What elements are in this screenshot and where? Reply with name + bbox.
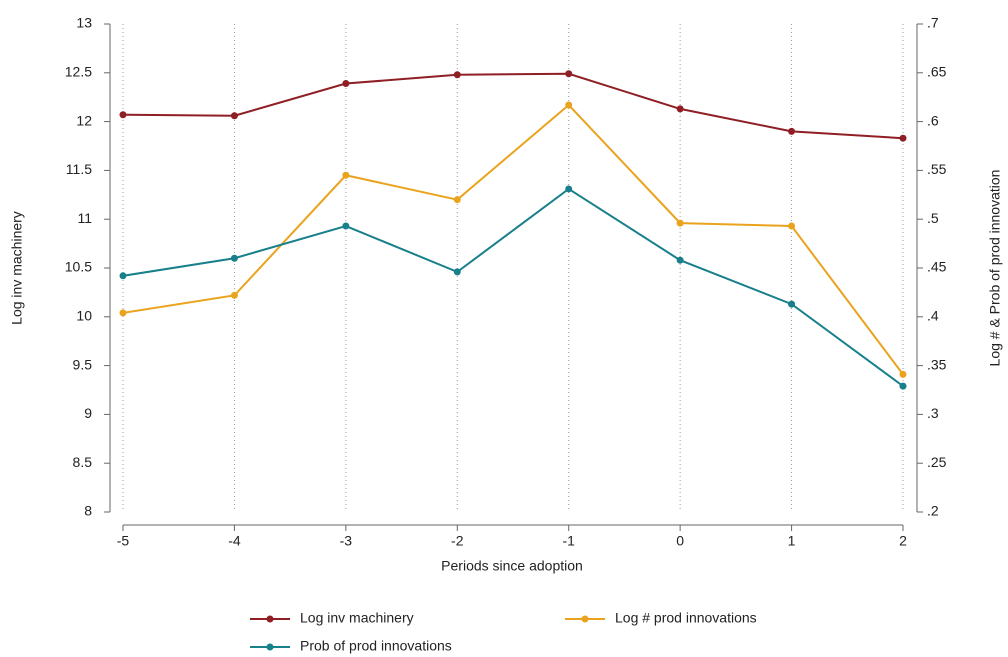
series-line — [122, 187, 904, 387]
x-axis-title: Periods since adoption — [441, 558, 583, 574]
y2-tick-label: .35 — [927, 356, 947, 372]
legend-swatch-dot — [581, 615, 589, 623]
legend-swatch-dot — [266, 643, 274, 651]
y-tick-label: 11.5 — [66, 161, 92, 177]
y2-tick-label: .6 — [927, 112, 939, 128]
legend-label: Log # prod innovations — [615, 610, 757, 626]
data-point — [342, 222, 350, 230]
legend-swatch-dot — [266, 615, 274, 623]
x-tick-label: 2 — [899, 533, 907, 549]
y-tick-label: 10.5 — [65, 259, 92, 275]
data-point — [342, 80, 350, 88]
data-point — [230, 291, 238, 299]
y-tick-label: 11 — [77, 210, 92, 226]
y-tick-label: 12.5 — [65, 64, 92, 80]
y2-tick-label: .25 — [927, 454, 947, 470]
y-tick-label: 8 — [84, 503, 92, 519]
series-line — [122, 72, 904, 140]
y-tick-label: 9.5 — [73, 356, 93, 372]
y-tick-label: 8.5 — [73, 454, 93, 470]
data-point — [899, 382, 907, 390]
y-tick-label: 10 — [76, 308, 92, 324]
data-point — [119, 309, 127, 317]
x-tick-label: -3 — [340, 533, 353, 549]
y2-axis-title: Log # & Prob of prod innovation — [987, 170, 1003, 367]
y2-tick-label: .65 — [927, 64, 947, 80]
data-point — [676, 105, 684, 113]
data-point — [899, 370, 907, 378]
y-tick-label: 9 — [84, 405, 92, 421]
data-point — [119, 111, 127, 119]
x-tick-label: -5 — [117, 533, 130, 549]
data-point — [676, 256, 684, 264]
data-point — [565, 70, 573, 78]
data-point — [676, 219, 684, 227]
data-point — [899, 134, 907, 142]
legend-label: Log inv machinery — [300, 610, 414, 626]
x-tick-label: 1 — [788, 533, 796, 549]
series-line — [122, 103, 904, 375]
x-tick-label: -4 — [228, 533, 241, 549]
data-point — [565, 185, 573, 193]
data-point — [565, 101, 573, 109]
legend-label: Prob of prod innovations — [300, 638, 452, 654]
data-point — [342, 171, 350, 179]
data-point — [453, 196, 461, 204]
data-point — [119, 272, 127, 280]
y2-tick-label: .5 — [927, 210, 939, 226]
y-tick-label: 12 — [76, 112, 92, 128]
data-point — [230, 112, 238, 120]
x-tick-label: -2 — [451, 533, 464, 549]
y-axis-title: Log inv machinery — [9, 211, 25, 325]
y-tick-label: 13 — [76, 15, 92, 31]
data-point — [230, 254, 238, 262]
data-point — [453, 268, 461, 276]
data-point — [453, 71, 461, 79]
x-tick-label: -1 — [562, 533, 575, 549]
x-tick-label: 0 — [676, 533, 684, 549]
y2-tick-label: .45 — [927, 259, 947, 275]
y2-tick-label: .55 — [927, 161, 947, 177]
y2-tick-label: .4 — [927, 308, 939, 324]
y2-tick-label: .7 — [927, 15, 939, 31]
data-point — [788, 222, 796, 230]
y2-tick-label: .2 — [927, 503, 939, 519]
y2-tick-label: .3 — [927, 405, 939, 421]
data-point — [788, 300, 796, 308]
data-point — [788, 127, 796, 135]
